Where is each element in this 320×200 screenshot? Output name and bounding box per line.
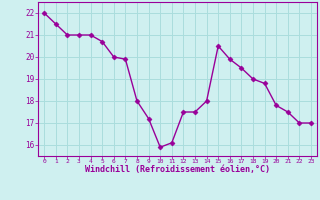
X-axis label: Windchill (Refroidissement éolien,°C): Windchill (Refroidissement éolien,°C) <box>85 165 270 174</box>
